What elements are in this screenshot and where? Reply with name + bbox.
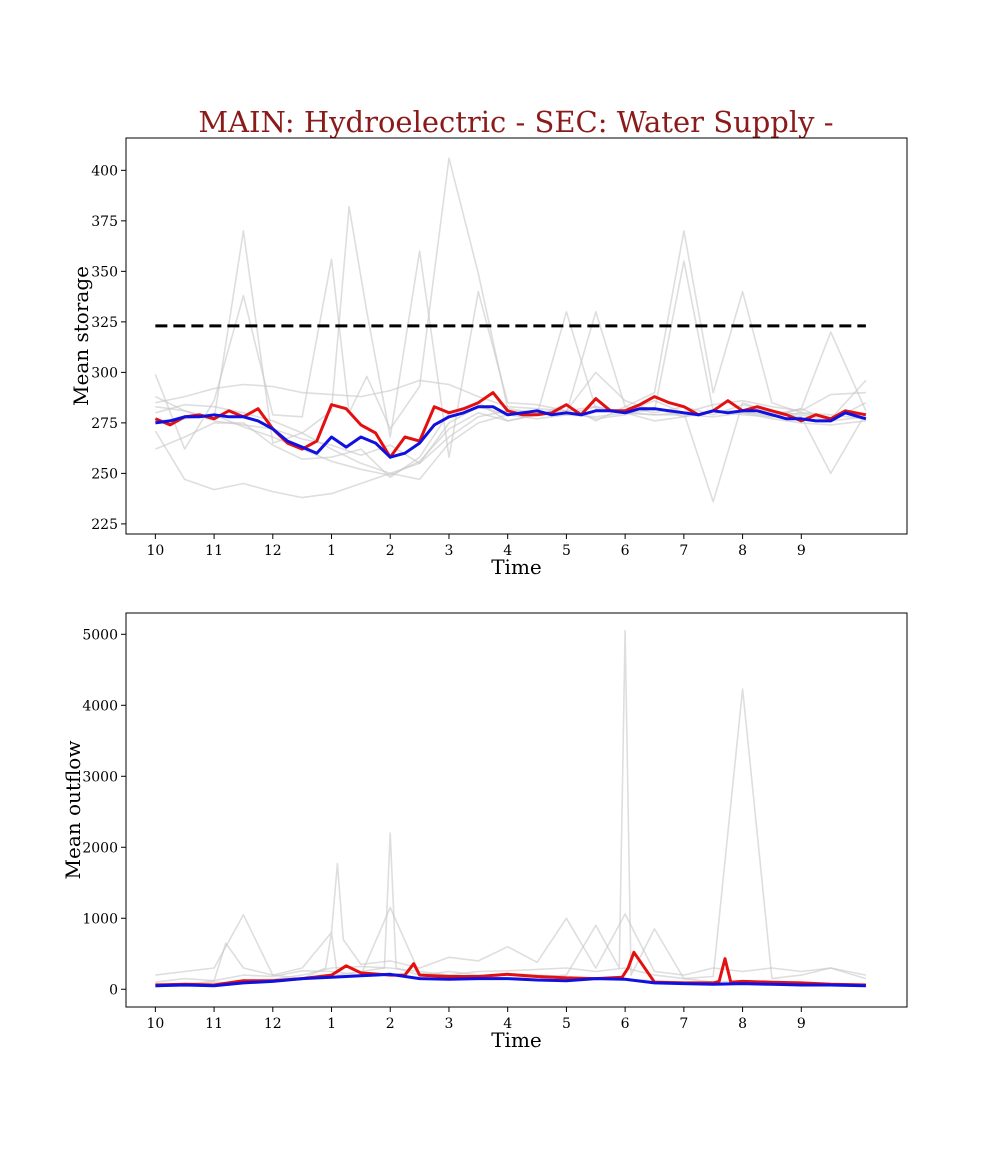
x-tick-label: 2 xyxy=(386,1016,395,1032)
y-tick-label: 225 xyxy=(91,517,118,533)
x-tick-label: 8 xyxy=(738,543,747,559)
x-tick-label: 3 xyxy=(445,543,454,559)
x-tick-label: 3 xyxy=(445,1016,454,1032)
y-tick-label: 350 xyxy=(91,264,118,280)
y-axis-label: Mean outflow xyxy=(61,741,85,880)
y-tick-label: 3000 xyxy=(82,769,118,785)
axes-frame xyxy=(125,612,908,1008)
y-tick-label: 325 xyxy=(91,315,118,331)
x-tick-label: 9 xyxy=(797,543,806,559)
y-tick-label: 375 xyxy=(91,214,118,230)
ensemble-line-6 xyxy=(155,379,866,416)
x-tick-label: 2 xyxy=(386,543,395,559)
x-axis-label: Time xyxy=(491,1028,542,1052)
x-tick-label: 7 xyxy=(679,543,688,559)
y-tick-label: 250 xyxy=(91,466,118,482)
x-tick-label: 12 xyxy=(264,1016,282,1032)
x-tick-label: 4 xyxy=(503,1016,512,1032)
blue-series-line xyxy=(155,972,866,988)
ensemble-line-8 xyxy=(155,407,866,477)
blue-series-line xyxy=(155,405,867,459)
plot-area xyxy=(154,157,867,503)
x-tick-label: 6 xyxy=(621,543,630,559)
x-tick-label: 10 xyxy=(146,543,164,559)
y-tick-label: 4000 xyxy=(82,698,118,714)
x-tick-label: 12 xyxy=(264,543,282,559)
y-tick-label: 0 xyxy=(109,982,118,998)
x-tick-label: 5 xyxy=(562,543,571,559)
y-tick-label: 400 xyxy=(91,163,118,179)
x-tick-label: 4 xyxy=(503,543,512,559)
x-tick-label: 11 xyxy=(205,543,223,559)
x-tick-label: 10 xyxy=(146,1016,164,1032)
ensemble-line-2 xyxy=(154,157,867,450)
y-tick-label: 300 xyxy=(91,365,118,381)
outflow-panel: 10 11 12 1 2 3 4 5 6 7 8 9010002000300040005000Time… xyxy=(61,612,908,1052)
ensemble-line-3 xyxy=(155,862,867,976)
y-tick-label: 1000 xyxy=(82,911,118,927)
y-axis-label: Mean storage xyxy=(69,266,93,406)
y-tick-label: 2000 xyxy=(82,840,118,856)
ensemble-line-2 xyxy=(155,629,867,983)
x-tick-label: 1 xyxy=(327,1016,336,1032)
x-tick-label: 11 xyxy=(205,1016,223,1032)
x-tick-label: 1 xyxy=(327,543,336,559)
x-tick-label: 9 xyxy=(797,1016,806,1032)
plot-area xyxy=(155,629,867,988)
y-tick-label: 5000 xyxy=(82,627,118,643)
x-tick-label: 5 xyxy=(562,1016,571,1032)
x-tick-label: 6 xyxy=(621,1016,630,1032)
axes-frame xyxy=(125,137,908,535)
x-axis-label: Time xyxy=(491,555,542,579)
storage-panel: 10 11 12 1 2 3 4 5 6 7 8 9225250275300325350375400T… xyxy=(69,137,908,579)
y-tick-label: 275 xyxy=(91,416,118,432)
x-tick-label: 7 xyxy=(679,1016,688,1032)
figure-title: MAIN: Hydroelectric - SEC: Water Supply … xyxy=(198,105,833,139)
x-tick-label: 8 xyxy=(738,1016,747,1032)
